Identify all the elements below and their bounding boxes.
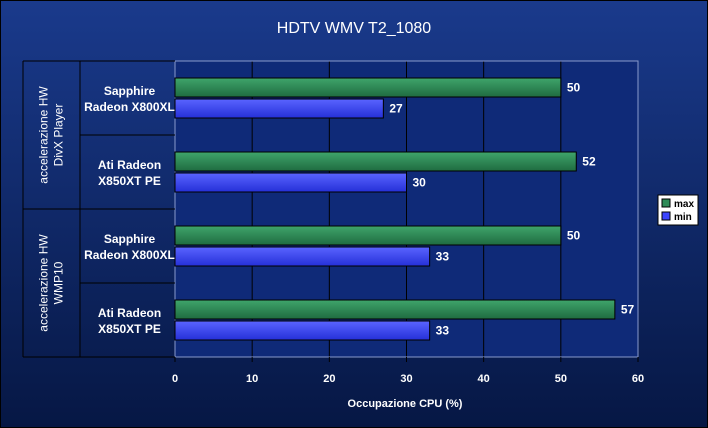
x-tick-label: 50 [555, 373, 567, 385]
data-label-min: 27 [389, 102, 403, 116]
bar-max[interactable] [174, 151, 577, 172]
group-label-line: DivX Player [52, 104, 66, 167]
bar-min[interactable] [174, 98, 384, 119]
x-tick-label: 40 [478, 373, 490, 385]
category-label-line: Ati Radeon [98, 158, 161, 172]
category-label: Sapphire Radeon X800XL [84, 232, 175, 262]
category-label-line: X850XT PE [98, 174, 161, 188]
x-axis-label: Occupazione CPU (%) [348, 398, 463, 410]
bar-min[interactable] [174, 320, 431, 341]
data-label-max: 50 [567, 229, 581, 243]
category-label: Ati Radeon X850XT PE [98, 158, 161, 188]
category-label-line: Sapphire [104, 84, 156, 98]
legend-swatch-max [661, 198, 671, 208]
group-label: accelerazione HWDivX Player [37, 86, 66, 184]
group-label-line: accelerazione HW [37, 86, 51, 184]
category-label-line: X850XT PE [98, 322, 161, 336]
category-label-line: Ati Radeon [98, 306, 161, 320]
category-label: Ati Radeon X850XT PE [98, 306, 161, 336]
group-label-line: accelerazione HW [37, 234, 51, 332]
x-tick-label: 0 [172, 373, 178, 385]
data-label-min: 33 [436, 324, 450, 338]
x-tick-label: 10 [246, 373, 258, 385]
bar-max[interactable] [174, 299, 616, 320]
data-label-min: 30 [413, 176, 427, 190]
bar-max[interactable] [174, 77, 562, 98]
category-label-line: Radeon X800XL [84, 100, 175, 114]
data-label-max: 57 [621, 303, 635, 317]
bar-max[interactable] [174, 225, 562, 246]
x-tick-label: 30 [400, 373, 412, 385]
legend-label-max: max [674, 199, 694, 210]
category-label-line: Radeon X800XL [84, 248, 175, 262]
chart-title: HDTV WMV T2_1080 [277, 20, 432, 37]
bar-min[interactable] [174, 172, 407, 193]
group-label-line: WMP10 [52, 261, 66, 304]
x-tick-label: 20 [323, 373, 335, 385]
legend-label-min: min [674, 212, 692, 223]
data-label-max: 50 [567, 81, 581, 95]
category-label: Sapphire Radeon X800XL [84, 84, 175, 114]
group-label: accelerazione HWWMP10 [37, 234, 66, 332]
category-label-line: Sapphire [104, 232, 156, 246]
x-tick-label: 60 [632, 373, 644, 385]
legend-swatch-min [661, 211, 671, 221]
bar-min[interactable] [174, 246, 431, 267]
data-label-max: 52 [582, 155, 596, 169]
data-label-min: 33 [436, 250, 450, 264]
